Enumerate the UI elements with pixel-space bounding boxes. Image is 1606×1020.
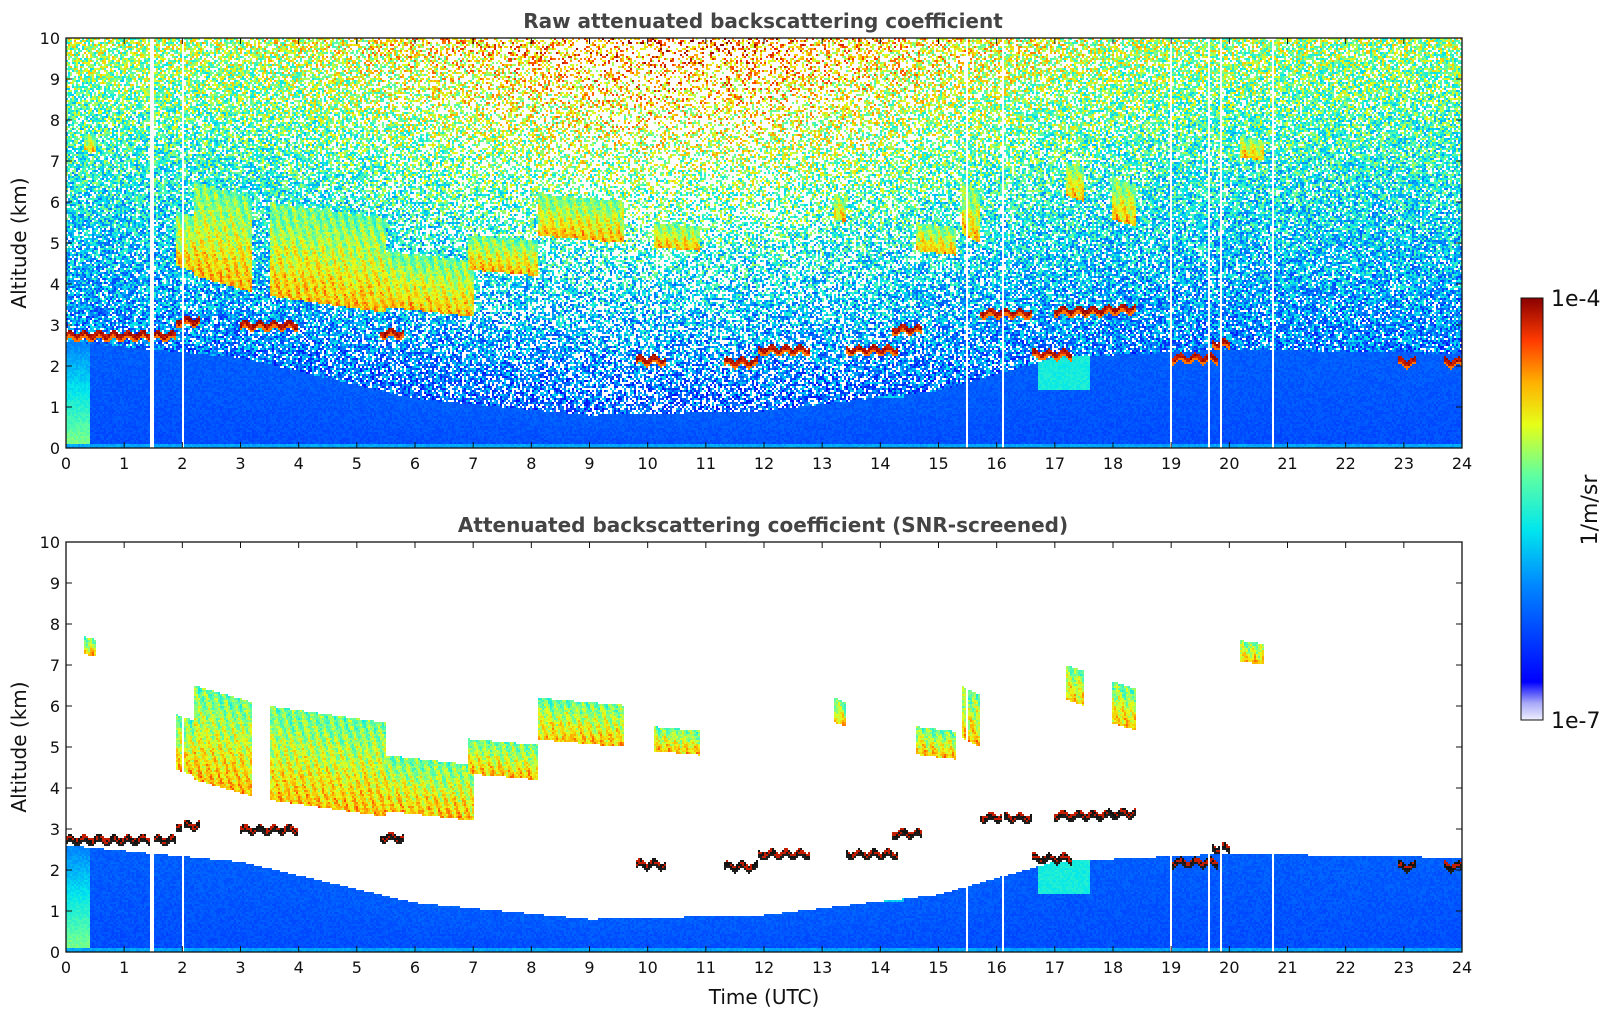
panel-screened-ytick-label: 5 xyxy=(50,738,60,757)
panel-screened-ytick-label: 3 xyxy=(50,820,60,839)
panel-raw-xtick-label: 19 xyxy=(1161,454,1181,473)
panel-raw-ytick-label: 8 xyxy=(50,111,60,130)
panel-raw-y-axis: 0 1 2 3 4 5 6 7 8 9 10 xyxy=(40,29,1462,458)
panel-screened-ytick-label: 9 xyxy=(50,574,60,593)
panel-screened-xtick-label: 1 xyxy=(119,958,129,977)
panel-screened-ytick-label: 6 xyxy=(50,697,60,716)
panel-screened-xtick-label: 15 xyxy=(928,958,948,977)
panel-raw-xtick-label: 6 xyxy=(410,454,420,473)
panel-screened-xtick-label: 20 xyxy=(1219,958,1239,977)
panel-screened-xtick-label: 11 xyxy=(696,958,716,977)
panel-screened-y-axis: 0 1 2 3 4 5 6 7 8 9 10 xyxy=(40,533,1462,962)
panel-raw-ytick-label: 10 xyxy=(40,29,60,48)
panel-raw-xtick-label: 9 xyxy=(584,454,594,473)
panel-raw-xtick-label: 5 xyxy=(352,454,362,473)
panel-screened-xtick-label: 13 xyxy=(812,958,832,977)
panel-raw-xtick-label: 11 xyxy=(696,454,716,473)
panel-screened-xtick-label: 19 xyxy=(1161,958,1181,977)
panel-screened-xtick-label: 22 xyxy=(1335,958,1355,977)
panel-raw-xtick-label: 15 xyxy=(928,454,948,473)
panel-screened-xtick-label: 8 xyxy=(526,958,536,977)
colorbar-gradient xyxy=(1520,297,1544,721)
panel-raw-xtick-label: 14 xyxy=(870,454,890,473)
panel-screened-ytick-label: 0 xyxy=(50,943,60,962)
panel-raw-xtick-label: 2 xyxy=(177,454,187,473)
panel-screened-xlabel: Time (UTC) xyxy=(708,985,820,1009)
panel-raw-xtick-label: 18 xyxy=(1103,454,1123,473)
panel-raw-ytick-label: 9 xyxy=(50,70,60,89)
panel-raw-xtick-label: 20 xyxy=(1219,454,1239,473)
panel-screened-xtick-label: 3 xyxy=(235,958,245,977)
panel-screened-xtick-label: 9 xyxy=(584,958,594,977)
panel-screened-heatmap xyxy=(66,542,1462,952)
panel-screened-xtick-label: 4 xyxy=(294,958,304,977)
panel-raw-ytick-label: 3 xyxy=(50,316,60,335)
panel-screened-xtick-label: 6 xyxy=(410,958,420,977)
panel-raw-ytick-label: 2 xyxy=(50,357,60,376)
panel-raw-xtick-label: 10 xyxy=(637,454,657,473)
panel-screened-ytick-label: 2 xyxy=(50,861,60,880)
colorbar-min-label: 1e-7 xyxy=(1551,709,1600,734)
panel-raw-xtick-label: 3 xyxy=(235,454,245,473)
panel-raw-heatmap xyxy=(66,38,1462,448)
panel-screened-xtick-label: 0 xyxy=(61,958,71,977)
panel-screened-x-axis: 0 1 2 3 4 5 6 7 8 9 10 11 12 13 14 15 16 17 18 19 20 21 22 23 24 xyxy=(61,542,1472,977)
panel-screened-ylabel: Altitude (km) xyxy=(7,681,31,812)
panel-screened-xtick-label: 17 xyxy=(1045,958,1065,977)
panel-screened-title: Attenuated backscattering coefficient (S… xyxy=(458,513,1068,537)
panel-screened-xtick-label: 5 xyxy=(352,958,362,977)
panel-raw-xtick-label: 0 xyxy=(61,454,71,473)
colorbar-max-label: 1e-4 xyxy=(1551,287,1600,312)
panel-raw-xtick-label: 12 xyxy=(754,454,774,473)
panel-screened-xtick-label: 23 xyxy=(1394,958,1414,977)
panel-raw-xtick-label: 7 xyxy=(468,454,478,473)
panel-raw-ytick-label: 6 xyxy=(50,193,60,212)
panel-raw-x-axis: 0 1 2 3 4 5 6 7 8 9 10 11 12 13 14 15 16 17 18 19 20 21 22 23 24 xyxy=(61,38,1472,473)
panel-screened-xtick-label: 2 xyxy=(177,958,187,977)
panel-raw-ytick-label: 7 xyxy=(50,152,60,171)
panel-screened-ytick-label: 4 xyxy=(50,779,60,798)
colorbar: 1e-4 1e-7 1/m/sr xyxy=(1520,287,1603,734)
panel-raw-xtick-label: 21 xyxy=(1277,454,1297,473)
panel-screened: Attenuated backscattering coefficient (S… xyxy=(7,513,1472,1009)
panel-raw-xtick-label: 8 xyxy=(526,454,536,473)
panel-screened-xtick-label: 14 xyxy=(870,958,890,977)
panel-raw-xtick-label: 4 xyxy=(294,454,304,473)
panel-screened-ytick-label: 8 xyxy=(50,615,60,634)
panel-raw-xtick-label: 24 xyxy=(1452,454,1472,473)
panel-raw-xtick-label: 1 xyxy=(119,454,129,473)
panel-raw-xtick-label: 16 xyxy=(986,454,1006,473)
panel-raw-ytick-label: 4 xyxy=(50,275,60,294)
panel-screened-xtick-label: 16 xyxy=(986,958,1006,977)
panel-raw-ytick-label: 0 xyxy=(50,439,60,458)
panel-raw-title: Raw attenuated backscattering coefficien… xyxy=(523,9,1003,33)
panel-screened-xtick-label: 18 xyxy=(1103,958,1123,977)
panel-raw-xtick-label: 13 xyxy=(812,454,832,473)
panel-screened-xtick-label: 24 xyxy=(1452,958,1472,977)
panel-screened-xtick-label: 21 xyxy=(1277,958,1297,977)
panel-screened-xtick-label: 10 xyxy=(637,958,657,977)
panel-raw-xtick-label: 23 xyxy=(1394,454,1414,473)
panel-raw: Raw attenuated backscattering coefficien… xyxy=(7,9,1472,473)
panel-raw-xtick-label: 22 xyxy=(1335,454,1355,473)
panel-screened-xtick-label: 12 xyxy=(754,958,774,977)
panel-screened-ytick-label: 7 xyxy=(50,656,60,675)
panel-screened-xtick-label: 7 xyxy=(468,958,478,977)
panel-raw-ytick-label: 5 xyxy=(50,234,60,253)
colorbar-unit-label: 1/m/sr xyxy=(1578,474,1603,546)
panel-raw-ytick-label: 1 xyxy=(50,398,60,417)
panel-raw-ylabel: Altitude (km) xyxy=(7,177,31,308)
panel-screened-ytick-label: 1 xyxy=(50,902,60,921)
panel-screened-ytick-label: 10 xyxy=(40,533,60,552)
panel-raw-xtick-label: 17 xyxy=(1045,454,1065,473)
